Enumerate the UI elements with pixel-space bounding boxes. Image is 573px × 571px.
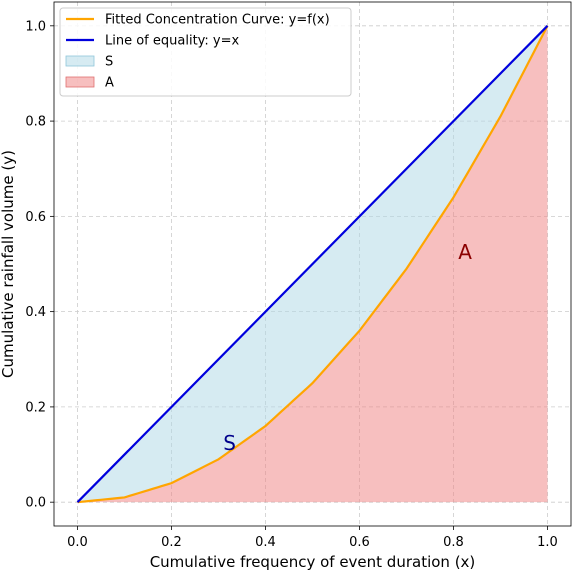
axis-ticks: 0.0 0.2 0.4 0.6 0.8 1.0 0.0 0.2 0.4 0.6 0.8 1.0	[25, 19, 558, 550]
legend-swatch	[65, 76, 95, 88]
x-tick-label: 0.4	[255, 535, 276, 550]
legend-label: Fitted Concentration Curve: y=f(x)	[105, 13, 330, 28]
plot-frame	[53, 1, 572, 527]
annotations: SA	[223, 240, 472, 455]
legend-swatch	[65, 55, 95, 67]
area-a	[77, 25, 548, 503]
legend-label: A	[105, 76, 114, 91]
y-tick-label: 0.6	[25, 210, 46, 225]
legend-item-equality-line: Line of equality: y=x	[66, 34, 240, 49]
equality-line	[76, 25, 549, 503]
x-axis-label: Cumulative frequency of event duration (…	[150, 553, 476, 571]
annotation-s: S	[223, 431, 236, 455]
annotation-a: A	[458, 240, 472, 264]
x-tick-label: 1.0	[537, 535, 558, 550]
legend: Fitted Concentration Curve: y=f(x) Line o…	[59, 7, 352, 97]
x-tick-label: 0.0	[67, 535, 88, 550]
y-tick-label: 1.0	[25, 19, 46, 34]
legend-label: Line of equality: y=x	[105, 34, 240, 49]
legend-box	[59, 7, 352, 97]
series-lines	[76, 25, 549, 504]
legend-item-s: S	[65, 55, 113, 70]
concentration-curve-line	[77, 25, 549, 504]
x-tick-label: 0.2	[161, 535, 182, 550]
y-axis-label: Cumulative rainfall volume (y)	[0, 150, 17, 378]
x-tick-label: 0.8	[443, 535, 464, 550]
y-tick-label: 0.8	[25, 115, 46, 130]
legend-item-concentration-curve: Fitted Concentration Curve: y=f(x)	[66, 13, 330, 28]
y-tick-label: 0.0	[25, 496, 46, 511]
y-tick-label: 0.4	[25, 305, 46, 320]
legend-item-a: A	[65, 76, 114, 91]
x-tick-label: 0.6	[349, 535, 370, 550]
legend-label: S	[105, 55, 113, 70]
y-tick-label: 0.2	[25, 400, 46, 415]
